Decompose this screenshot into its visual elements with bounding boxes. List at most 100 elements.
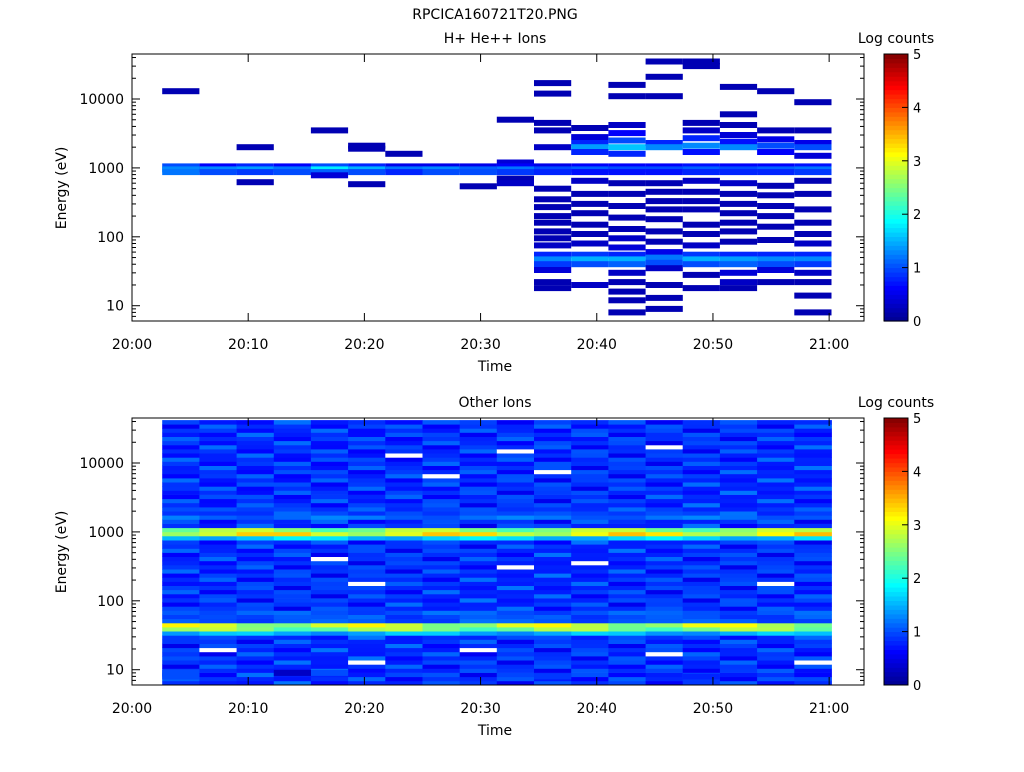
heatmap-cell	[199, 647, 237, 653]
heatmap-cell	[682, 540, 721, 545]
heatmap-cell	[682, 585, 721, 591]
colorbar-tick-label: 3	[913, 519, 921, 534]
heatmap-cell	[459, 420, 498, 425]
heatmap-cell	[608, 573, 646, 578]
colorbar-segment	[884, 458, 908, 464]
heatmap-cell	[310, 486, 349, 491]
heatmap-cell	[682, 651, 721, 657]
heatmap-cell	[571, 478, 609, 483]
heatmap-cell	[236, 643, 275, 649]
heatmap-cell	[534, 228, 572, 235]
heatmap-cell	[608, 523, 646, 529]
heatmap-cell	[348, 145, 386, 152]
heatmap-cell	[682, 444, 721, 450]
heatmap-cell	[459, 668, 498, 673]
colorbar-segment	[884, 214, 908, 220]
heatmap-cell	[236, 602, 275, 607]
heatmap-cell	[348, 548, 386, 553]
heatmap-cell	[199, 680, 237, 686]
heatmap-cell	[608, 424, 646, 429]
heatmap-cell	[459, 511, 498, 516]
heatmap-cell	[348, 647, 386, 653]
heatmap-cell	[496, 482, 535, 487]
heatmap-cell	[794, 478, 832, 483]
heatmap-cell	[459, 635, 498, 640]
colorbar-tick-label: 0	[913, 679, 921, 694]
heatmap-cell	[385, 647, 423, 653]
heatmap-cell	[571, 606, 609, 611]
heatmap-cell	[645, 144, 683, 151]
heatmap-cell	[719, 656, 758, 661]
heatmap-cell	[534, 614, 572, 620]
heatmap-cell	[608, 469, 646, 475]
heatmap-cell	[719, 660, 758, 665]
heatmap-cell	[608, 552, 646, 557]
figure-title: RPCICA160721T20.PNG	[412, 7, 577, 23]
heatmap-cell	[682, 519, 721, 524]
heatmap-cell	[459, 589, 498, 595]
heatmap-cell	[310, 556, 349, 562]
heatmap-cell	[496, 656, 535, 661]
heatmap-cell	[757, 627, 795, 632]
heatmap-cell	[459, 183, 497, 190]
heatmap-cell	[757, 515, 795, 520]
heatmap-cell	[348, 602, 386, 607]
heatmap-cell	[608, 581, 646, 586]
colorbar-segment	[884, 85, 908, 91]
colorbar-segment	[884, 138, 908, 144]
heatmap-cell	[571, 482, 609, 487]
heatmap-cell	[534, 544, 572, 549]
heatmap-cell	[645, 507, 684, 512]
heatmap-cell	[496, 473, 535, 479]
heatmap-cell	[719, 664, 758, 669]
heatmap-cell	[645, 556, 684, 562]
colorbar-segment	[884, 307, 908, 313]
heatmap-cell	[534, 494, 572, 500]
heatmap-cell	[273, 540, 312, 545]
heatmap-cell	[236, 635, 275, 640]
heatmap-cell	[719, 515, 758, 520]
plot-frame	[131, 417, 865, 686]
heatmap-cell	[385, 486, 423, 491]
heatmap-cell	[608, 486, 646, 491]
heatmap-cell	[385, 606, 423, 611]
heatmap-cell	[645, 259, 683, 266]
heatmap-cell	[794, 444, 832, 450]
colorbar-segment	[884, 653, 908, 659]
heatmap-cell	[422, 527, 461, 533]
heatmap-cell	[273, 469, 312, 475]
heatmap-cell	[719, 210, 758, 217]
heatmap-cell	[571, 622, 609, 628]
heatmap-cell	[794, 664, 832, 669]
heatmap-cell	[645, 449, 684, 454]
colorbar-tick-label: 0	[913, 315, 921, 330]
colorbar-segment	[884, 618, 908, 624]
heatmap-cell	[571, 540, 609, 545]
heatmap-cell	[162, 461, 200, 466]
heatmap-cell	[608, 614, 646, 620]
heatmap-cell	[459, 618, 498, 624]
heatmap-cell	[608, 226, 646, 232]
heatmap-cell	[422, 465, 461, 471]
heatmap-cell	[496, 175, 534, 182]
heatmap-cell	[496, 507, 535, 512]
heatmap-cell	[459, 494, 498, 500]
heatmap-cell	[534, 204, 572, 211]
heatmap-cell	[496, 498, 535, 504]
heatmap-cell	[608, 610, 646, 615]
heatmap-cell	[422, 169, 460, 176]
heatmap-cell	[645, 598, 684, 603]
heatmap-cell	[571, 444, 609, 450]
heatmap-cell	[757, 565, 795, 570]
colorbar-segment	[884, 613, 908, 619]
heatmap-cell	[534, 643, 572, 649]
heatmap-cell	[348, 531, 386, 537]
heatmap-cell	[236, 502, 275, 508]
heatmap-cell	[571, 639, 609, 644]
heatmap-cell	[571, 177, 609, 184]
heatmap-cell	[199, 507, 237, 512]
y-tick-label: 100	[97, 230, 124, 246]
heatmap-cell	[682, 544, 721, 549]
heatmap-cell	[385, 627, 423, 632]
heatmap-cell	[794, 449, 832, 454]
